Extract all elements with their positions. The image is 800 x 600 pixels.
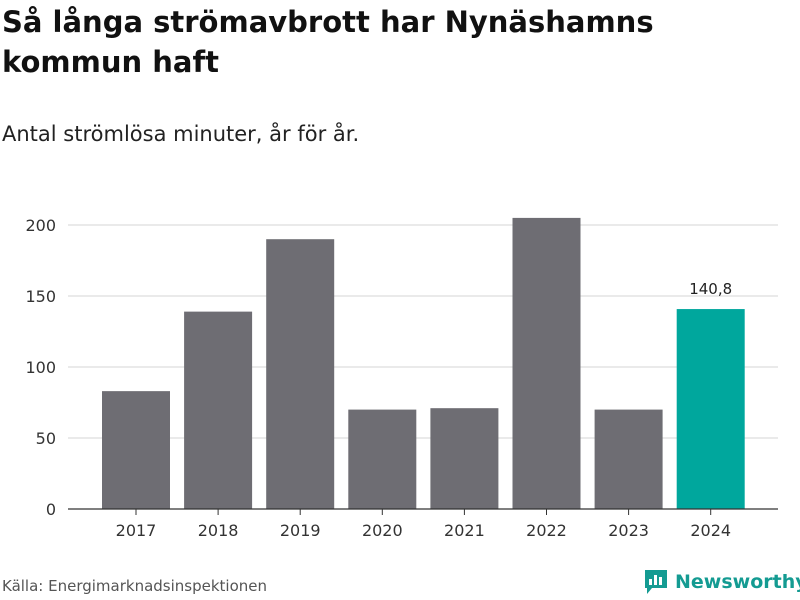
chart-subtitle: Antal strömlösa minuter, år för år. bbox=[2, 122, 360, 146]
y-tick-label: 0 bbox=[46, 500, 56, 519]
x-tick-label: 2024 bbox=[690, 521, 731, 540]
x-tick-label: 2020 bbox=[362, 521, 403, 540]
y-tick-label: 100 bbox=[25, 358, 56, 377]
y-axis-ticks: 0 50 100 150 200 bbox=[25, 216, 56, 519]
y-tick-label: 200 bbox=[25, 216, 56, 235]
brand-name: Newsworthy bbox=[675, 571, 800, 593]
bar-2017 bbox=[102, 391, 170, 509]
x-axis-ticks: 2017 2018 2019 2020 2021 2022 2023 2024 bbox=[116, 509, 731, 540]
gridlines bbox=[68, 224, 778, 439]
bar-chart: 0 50 100 150 200 2017 2018 2019 2020 2021 2022 202… bbox=[25, 216, 778, 540]
bar-2022 bbox=[512, 217, 581, 509]
bar-chart-icon bbox=[645, 570, 667, 594]
x-tick-label: 2022 bbox=[526, 521, 567, 540]
x-tick-label: 2019 bbox=[280, 521, 321, 540]
x-tick-label: 2021 bbox=[444, 521, 485, 540]
bar-2024 bbox=[676, 309, 745, 509]
brand-logo[interactable]: Newsworthy bbox=[643, 568, 800, 596]
y-tick-label: 50 bbox=[36, 429, 56, 448]
x-tick-label: 2017 bbox=[116, 521, 157, 540]
data-labels: 140,8 bbox=[689, 280, 732, 298]
bar-2018 bbox=[184, 311, 253, 509]
source-note: Källa: Energimarknadsinspektionen bbox=[2, 577, 268, 595]
y-tick-label: 150 bbox=[25, 287, 56, 306]
bar-2019 bbox=[266, 239, 335, 509]
bar-2021 bbox=[430, 408, 499, 509]
chart-title: Så långa strömavbrott har Nynäshamns kom… bbox=[2, 5, 654, 79]
data-label: 140,8 bbox=[689, 280, 732, 298]
x-tick-label: 2018 bbox=[198, 521, 239, 540]
bars bbox=[102, 217, 745, 509]
bar-2020 bbox=[348, 409, 417, 509]
x-tick-label: 2023 bbox=[608, 521, 649, 540]
bar-2023 bbox=[594, 409, 663, 509]
